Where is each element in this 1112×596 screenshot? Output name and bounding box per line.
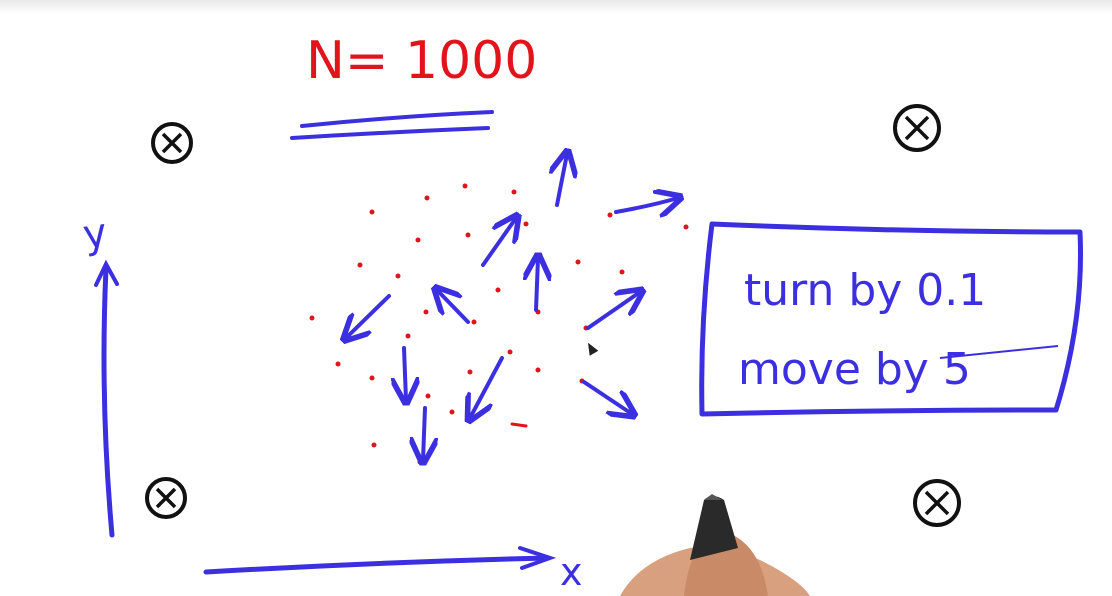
motion-arrow (346, 294, 391, 338)
landmark-bottom-right (913, 479, 961, 527)
y-axis-arrowhead (94, 259, 119, 287)
rule-line-move: move by 5 (738, 344, 971, 395)
motion-arrow (582, 380, 632, 414)
motion-arrow (614, 198, 678, 212)
motion-arrow (481, 218, 516, 267)
rule-line-turn: turn by 0.1 (744, 265, 986, 316)
landmark-bottom-left (145, 477, 187, 519)
presenter-hand (620, 494, 810, 596)
motion-arrow (536, 258, 538, 312)
title-underline-2 (290, 126, 490, 140)
y-axis-label: y (80, 210, 110, 259)
x-axis-line (203, 555, 551, 575)
x-axis-arrowhead (518, 546, 557, 570)
title-text: N= 1000 (306, 31, 537, 91)
x-axis-label: x (560, 550, 583, 594)
motion-arrow (557, 154, 567, 207)
video-top-strip (0, 0, 1112, 14)
landmark-top-left (151, 122, 193, 164)
motion-arrow (404, 346, 406, 400)
motion-arrow (586, 292, 640, 330)
motion-arrow (437, 290, 470, 324)
particle-cloud (309, 183, 689, 465)
landmark-top-right (893, 104, 941, 152)
y-axis-line (101, 265, 115, 538)
title-underline-1 (300, 110, 494, 128)
motion-arrow (423, 406, 425, 460)
strike-mark (939, 345, 1059, 359)
motion-arrows (346, 154, 678, 460)
rule-box (699, 221, 1083, 417)
motion-arrow (470, 356, 504, 418)
